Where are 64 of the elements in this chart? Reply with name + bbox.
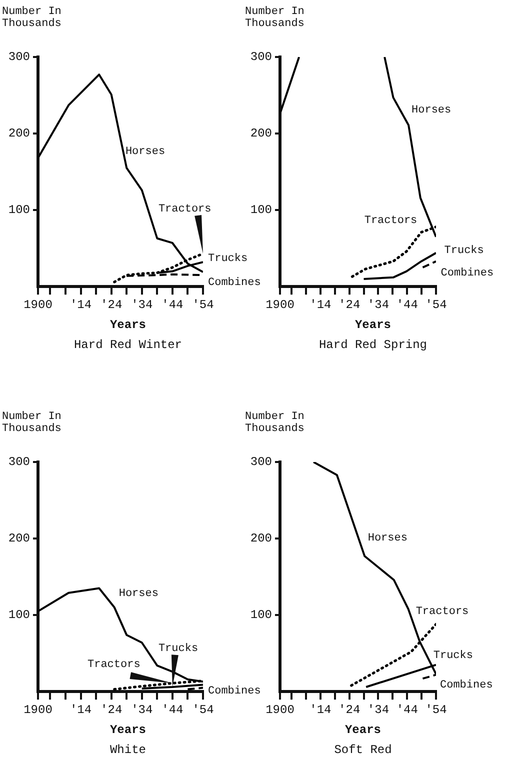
series-label: Combines <box>208 686 261 698</box>
y-axis-title: Number In Thousands <box>245 6 306 30</box>
x-tick-label: '34 <box>367 702 390 717</box>
series-label: Combines <box>208 277 261 290</box>
y-tick-label: 200 <box>8 126 30 141</box>
x-tick-label: '54 <box>192 298 214 312</box>
x-tick-label: '24 <box>338 702 360 717</box>
series-label: Horses <box>125 146 166 158</box>
y-tick-label: 200 <box>250 532 272 546</box>
x-axis-title: Years <box>108 723 147 737</box>
y-tick-label: 100 <box>8 608 30 622</box>
series-label: Horses <box>412 104 452 117</box>
y-tick-label: 100 <box>250 608 272 622</box>
y-tick-label: 300 <box>8 455 30 470</box>
x-tick-label: '14 <box>70 298 92 312</box>
text: Tractors <box>158 203 212 216</box>
y-tick-label: 100 <box>250 203 272 218</box>
x-axis-title: Years <box>354 318 392 332</box>
x-tick-label: '14 <box>70 702 92 717</box>
series-label: Tractors <box>416 606 469 618</box>
series-label: Trucks <box>444 244 484 257</box>
y-axis-title: Number In Thousands <box>245 411 306 435</box>
y-axis-title: Number In Thousands <box>2 6 62 30</box>
y-tick-label: 100 <box>8 203 30 218</box>
text: Trucks <box>158 642 198 655</box>
text: Hard Red Winter <box>72 338 184 352</box>
y-tick-label: 300 <box>8 50 30 64</box>
x-tick-label: '24 <box>338 298 360 312</box>
x-tick-label: '54 <box>425 298 447 312</box>
x-tick-label: '54 <box>192 702 214 717</box>
x-tick-label: 1900 <box>24 702 52 717</box>
text: Hard Red Spring <box>318 338 428 352</box>
x-tick-label: '44 <box>396 298 418 312</box>
series-label: Trucks <box>433 650 473 662</box>
series-label: Horses <box>118 588 158 600</box>
x-tick-label: '34 <box>131 298 153 312</box>
x-tick-label: 1900 <box>266 298 294 312</box>
x-tick-label: '54 <box>425 702 447 717</box>
x-tick-label: '44 <box>396 702 418 717</box>
x-tick-label: '34 <box>367 298 390 312</box>
y-axis-title: Number In Thousands <box>2 411 62 435</box>
series-label: Horses <box>368 532 408 545</box>
series-label: Tractors <box>87 658 140 671</box>
series-label: Combines <box>440 268 494 280</box>
y-tick-label: 200 <box>8 532 30 546</box>
text: Soft Red <box>333 743 393 757</box>
x-tick-label: '44 <box>162 298 184 312</box>
x-tick-label: '44 <box>162 702 184 717</box>
x-tick-label: '24 <box>100 702 122 717</box>
series-label: Tractors <box>364 214 418 227</box>
series-label: Trucks <box>208 253 248 266</box>
x-tick-label: '24 <box>100 298 122 312</box>
y-tick-label: 300 <box>250 455 272 470</box>
x-tick-label: '34 <box>131 702 153 717</box>
x-axis-title: Years <box>108 318 147 332</box>
y-tick-label: 300 <box>250 50 272 64</box>
x-tick-label: 1900 <box>266 702 294 717</box>
x-tick-label: 1900 <box>24 298 52 312</box>
x-tick-label: '14 <box>310 298 332 312</box>
x-axis-title: Years <box>344 723 382 737</box>
y-tick-label: 200 <box>250 126 272 141</box>
text: White <box>108 743 147 757</box>
series-label: Combines <box>440 680 493 692</box>
x-tick-label: '14 <box>310 702 332 717</box>
